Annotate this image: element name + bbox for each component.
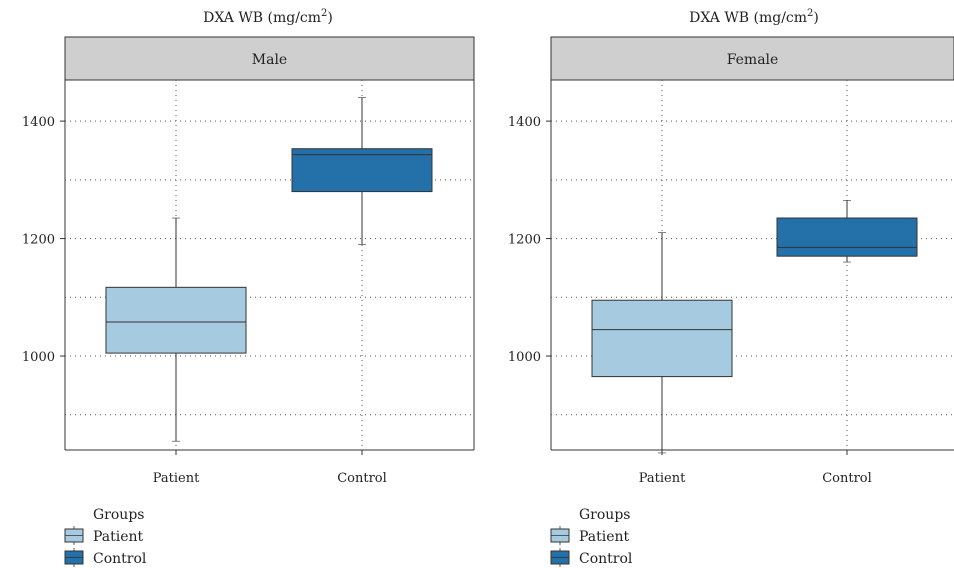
legend: Groups Patient Control <box>64 507 147 567</box>
box-patient <box>591 232 733 454</box>
panel-male: DXA WB (mg/cm2) Male 1000 1200 1400 Patient Co… <box>22 8 475 567</box>
x-tick-label: Control <box>337 471 387 486</box>
legend-label-patient: Patient <box>579 529 630 545</box>
y-tick-label: 1000 <box>22 350 55 365</box>
legend-label-control: Control <box>93 551 147 567</box>
panel-strip <box>550 36 954 81</box>
x-tick-label: Patient <box>153 471 200 486</box>
box-control <box>291 97 433 245</box>
box-iqr <box>105 286 247 354</box>
chart-title: DXA WB (mg/cm2) <box>689 8 819 26</box>
legend-label-patient: Patient <box>93 529 144 545</box>
x-tick-label: Patient <box>639 471 686 486</box>
y-tick-label: 1200 <box>508 233 541 248</box>
legend-title: Groups <box>93 507 144 523</box>
y-tick-label: 1400 <box>22 115 55 130</box>
panel-female: DXA WB (mg/cm2) Female 1000 1200 1400 Patient… <box>508 8 954 567</box>
panel-strip-label: Female <box>727 52 779 68</box>
chart-title: DXA WB (mg/cm2) <box>203 8 333 26</box>
box-iqr <box>291 148 433 193</box>
box-control <box>776 200 918 263</box>
legend: Groups Patient Control <box>550 507 633 567</box>
legend-title: Groups <box>579 507 630 523</box>
legend-label-control: Control <box>579 551 633 567</box>
y-tick-label: 1000 <box>508 350 541 365</box>
panel-strip-label: Male <box>252 52 287 68</box>
box-iqr <box>591 299 733 378</box>
y-tick-label: 1400 <box>508 115 541 130</box>
box-iqr <box>776 217 918 257</box>
box-patient <box>105 217 247 442</box>
x-tick-label: Control <box>822 471 872 486</box>
y-tick-label: 1200 <box>22 233 55 248</box>
panel-strip <box>64 36 475 81</box>
